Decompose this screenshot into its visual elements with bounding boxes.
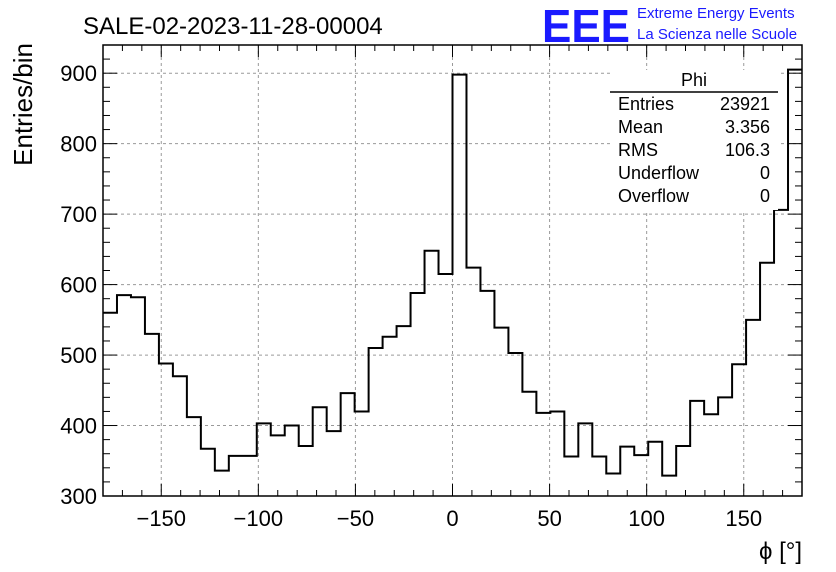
histogram-bin (508, 353, 522, 496)
y-tick-label: 900 (60, 61, 97, 86)
histogram-bin (103, 313, 117, 496)
x-tick-label: 0 (446, 506, 458, 531)
eee-logo-line1: Extreme Energy Events (637, 5, 795, 22)
histogram-bin (662, 476, 676, 496)
histogram-bin (313, 407, 327, 496)
stats-label: Entries (618, 94, 674, 114)
stats-value: 0 (760, 163, 770, 183)
stats-box: Phi Entries 23921 Mean 3.356 RMS 106.3 U… (610, 70, 778, 210)
stats-label: Overflow (618, 186, 690, 206)
histogram-bin (145, 334, 159, 496)
y-axis-label: Entries/bin (8, 43, 38, 166)
histogram-bin (187, 417, 201, 496)
histogram-bin (676, 446, 690, 496)
histogram-bin (299, 446, 313, 496)
y-tick-label: 700 (60, 202, 97, 227)
stats-row: Overflow 0 (618, 186, 770, 206)
histogram-bin (466, 268, 480, 496)
x-tick-label: 50 (537, 506, 561, 531)
stats-label: Underflow (618, 163, 700, 183)
stats-value: 23921 (720, 94, 770, 114)
histogram-bin (704, 414, 718, 496)
histogram-bin (131, 297, 145, 496)
stats-box-background (610, 70, 778, 210)
stats-value: 3.356 (725, 117, 770, 137)
histogram-bin (411, 293, 425, 496)
histogram-bin (243, 456, 257, 496)
histogram-bin (341, 393, 355, 496)
histogram-bin (271, 435, 285, 496)
histogram-bin (522, 392, 536, 496)
histogram-bin (439, 274, 453, 496)
histogram-bin (425, 251, 439, 496)
stats-value: 106.3 (725, 140, 770, 160)
eee-logo-line2: La Scienza nelle Scuole (637, 26, 797, 43)
y-tick-label: 600 (60, 273, 97, 298)
histogram-bin (774, 210, 788, 496)
x-tick-label: −100 (234, 506, 284, 531)
histogram-bin (788, 70, 802, 496)
y-tick-label: 500 (60, 343, 97, 368)
histogram-bin (173, 376, 187, 496)
histogram-bin (578, 423, 592, 496)
x-tick-label: −150 (136, 506, 186, 531)
chart-title: SALE-02-2023-11-28-00004 (83, 13, 383, 40)
histogram-bin (620, 447, 634, 496)
histogram-bin (355, 411, 369, 496)
stats-row: RMS 106.3 (618, 140, 770, 160)
x-tick-label: 100 (628, 506, 665, 531)
histogram-bin (453, 75, 467, 496)
histogram-bin (369, 348, 383, 496)
histogram-bin (648, 442, 662, 496)
histogram-outline (103, 68, 802, 477)
histogram-bin (494, 328, 508, 496)
stats-row: Underflow 0 (618, 163, 770, 183)
x-tick-label: 150 (725, 506, 762, 531)
histogram-bin (397, 326, 411, 496)
histogram-bin (760, 263, 774, 496)
stats-value: 0 (760, 186, 770, 206)
histogram-bin (117, 295, 131, 496)
histogram-bin (550, 411, 564, 496)
histogram-bin (564, 457, 578, 496)
histogram-bin (201, 449, 215, 496)
stats-box-title: Phi (681, 70, 707, 90)
histogram-bin (383, 337, 397, 496)
y-axis: 300 400 500 600 700 800 900 (60, 44, 802, 509)
histogram-bin (718, 397, 732, 496)
x-axis-label: ϕ [°] (759, 538, 802, 565)
histogram-bin (215, 471, 229, 496)
stats-label: Mean (618, 117, 663, 137)
stats-row: Mean 3.356 (618, 117, 770, 137)
y-tick-label: 800 (60, 132, 97, 157)
histogram-bin (634, 455, 648, 496)
y-tick-label: 300 (60, 484, 97, 509)
histogram-bin (690, 401, 704, 496)
histogram-bin (606, 473, 620, 496)
histogram-bin (327, 431, 341, 496)
histogram-bin (480, 291, 494, 496)
x-axis: −150 −100 −50 0 50 100 150 (121, 45, 784, 531)
y-tick-label: 400 (60, 414, 97, 439)
histogram-bin (285, 426, 299, 496)
histogram-bin (592, 457, 606, 496)
histogram-bin (229, 456, 243, 496)
eee-logo: EEE Extreme Energy Events La Scienza nel… (542, 0, 797, 52)
stats-label: RMS (618, 140, 658, 160)
histogram-bin (257, 423, 271, 496)
stats-row: Entries 23921 (618, 94, 770, 114)
x-tick-label: −50 (337, 506, 374, 531)
eee-logo-mark: EEE (542, 0, 630, 52)
histogram-bin (746, 320, 760, 496)
